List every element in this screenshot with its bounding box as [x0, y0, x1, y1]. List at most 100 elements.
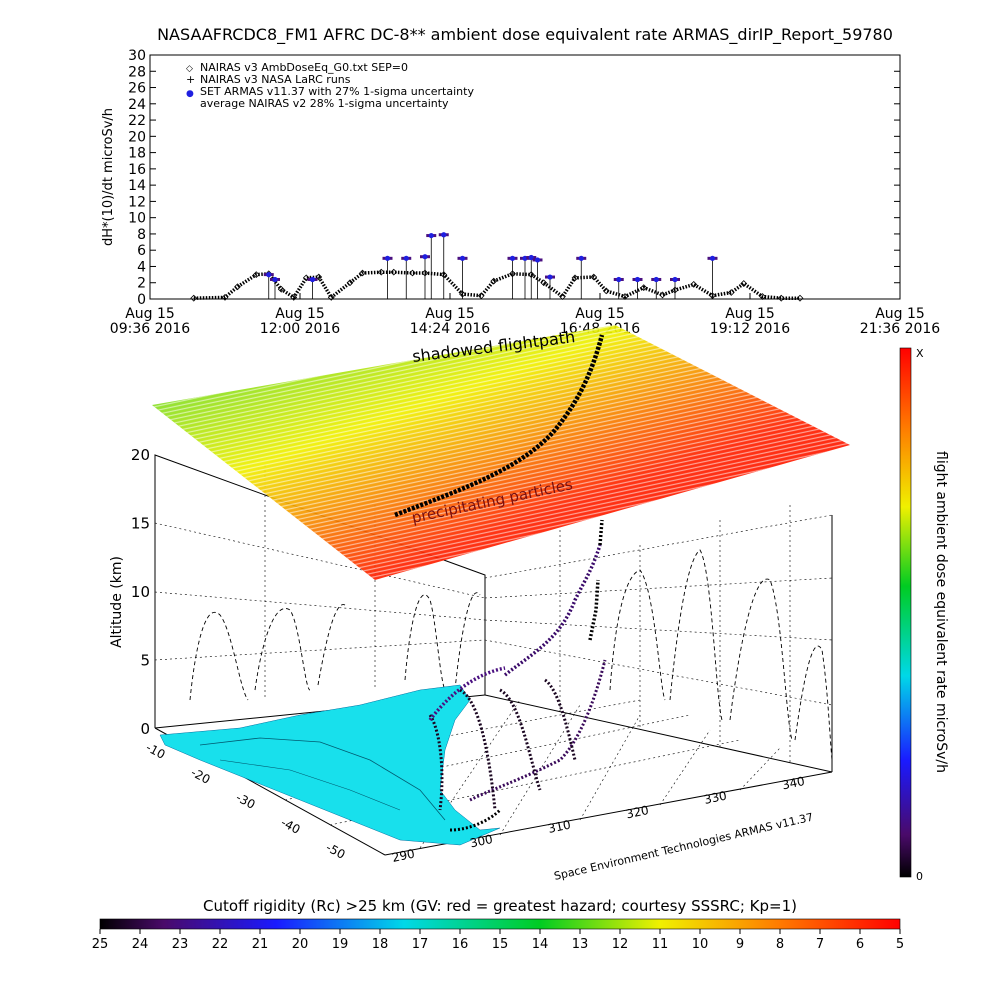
top-legend: ◇ NAIRAS v3 AmbDoseEq_G0.txt SEP=0 + NAI…	[186, 61, 474, 110]
data-point-nairas	[671, 286, 679, 294]
x-tick-label-time: 14:24 2016	[410, 321, 491, 337]
colorbar-tick-label: 6	[856, 937, 864, 952]
longitude-tick-label: 330	[703, 788, 728, 806]
chart-title: NASAAFRCDC8_FM1 AFRC DC-8** ambient dose…	[157, 25, 893, 45]
data-point-armas	[653, 276, 659, 283]
data-point-nairas	[409, 269, 416, 277]
latitude-tick-label: -20	[189, 765, 213, 787]
data-point-nairas	[390, 268, 398, 276]
colorbar-tick-label: 22	[212, 937, 229, 952]
data-point-nairas	[759, 293, 766, 300]
data-point-armas	[578, 255, 584, 261]
data-point-nairas	[359, 269, 366, 277]
legend-symbol-dot: ●	[186, 89, 194, 99]
longitude-tick-label: 340	[781, 774, 806, 792]
data-point-nairas	[440, 271, 448, 278]
data-point-armas	[634, 276, 641, 283]
bottom-colorbar	[99, 918, 901, 930]
legend-symbol-plus: +	[186, 73, 195, 86]
colorbar-tick-label: 13	[572, 937, 589, 952]
y-tick-label: 22	[128, 113, 146, 129]
legend-text-nairas-v2: average NAIRAS v2 28% 1-sigma uncertaint…	[200, 97, 449, 110]
right-colorbar	[899, 347, 912, 878]
data-point-nairas	[640, 284, 648, 292]
latitude-tick-label: -40	[279, 815, 303, 837]
y-tick-label: 24	[128, 97, 146, 113]
data-point-nairas	[377, 268, 385, 276]
colorbar-tick-label: 18	[372, 937, 389, 952]
altitude-axis-label: Altitude (km)	[109, 556, 125, 648]
precipitation-plane-hatch	[152, 325, 850, 580]
colorbar-tick-label: 7	[816, 937, 824, 952]
bottom-colorbar-ticks: 25 24 23 22 21 20 19 18 17 16 15 14 13 12 11 10 9 8 7 6 5	[92, 929, 904, 952]
data-point-nairas	[190, 294, 198, 302]
x-tick-label-time: 12:00 2016	[260, 321, 341, 337]
data-point-nairas	[252, 271, 260, 278]
y-tick-label: 10	[128, 211, 146, 227]
colorbar-tick-label: 16	[452, 937, 469, 952]
data-point-nairas	[290, 293, 298, 301]
x-tick-label-date: Aug 15	[725, 306, 775, 322]
data-point-armas	[403, 255, 409, 261]
data-point-nairas	[477, 292, 485, 300]
data-point-armas	[384, 255, 391, 261]
x-tick-label-date: Aug 15	[575, 306, 625, 322]
y-tick-label: 8	[137, 227, 146, 243]
legend-text-nairas-larc: NAIRAS v3 NASA LaRC runs	[200, 73, 351, 86]
map-coastline	[199, 737, 446, 821]
y-tick-label: 20	[128, 129, 146, 145]
data-point-nairas	[234, 283, 241, 291]
data-point-armas	[509, 255, 516, 261]
x-tick-label-date: Aug 15	[425, 306, 475, 322]
data-point-nairas	[327, 293, 335, 301]
x-tick-label-date: Aug 15	[275, 306, 325, 322]
longitude-tick-label: 290	[391, 846, 416, 864]
flight-path-3d	[428, 519, 604, 722]
y-tick-label: 4	[137, 259, 146, 275]
data-point-nairas	[659, 291, 666, 299]
y-tick-label: 0	[137, 292, 146, 308]
legend-text-armas: SET ARMAS v11.37 with 27% 1-sigma uncert…	[200, 85, 474, 98]
right-colorbar-top-label: X	[916, 347, 924, 360]
data-point-armas	[422, 254, 428, 260]
data-point-armas	[616, 276, 622, 283]
data-point-nairas	[727, 289, 735, 296]
right-colorbar-bottom-label: 0	[916, 870, 923, 883]
colorbar-tick-label: 11	[652, 937, 669, 952]
longitude-tick-label: 320	[625, 803, 650, 821]
data-point-armas	[672, 276, 678, 283]
data-point-armas	[428, 232, 434, 239]
altitude-tick-label: 15	[131, 515, 150, 533]
top-series-layer	[190, 232, 804, 302]
y-tick-label: 2	[137, 276, 146, 292]
data-point-nairas	[509, 270, 516, 278]
x-tick-label-time: 09:36 2016	[110, 321, 191, 337]
data-point-nairas	[490, 277, 498, 285]
y-tick-label: 14	[128, 178, 146, 194]
colorbar-tick-label: 19	[332, 937, 349, 952]
colorbar-tick-label: 15	[492, 937, 509, 952]
altitude-tick-label: 5	[140, 652, 150, 670]
data-point-nairas	[540, 279, 548, 287]
legend-symbol-diamond: ◇	[186, 64, 193, 74]
map-base	[159, 684, 501, 846]
y-tick-label: 30	[128, 48, 146, 64]
colorbar-tick-label: 14	[532, 937, 549, 952]
x-tick-label-time: 21:36 2016	[860, 321, 941, 337]
colorbar-tick-label: 10	[692, 937, 709, 952]
right-colorbar-title: flight ambient dose equivalent rate micr…	[933, 451, 949, 773]
data-point-armas	[709, 255, 716, 261]
altitude-tick-label: 0	[140, 720, 150, 738]
altitude-ticks: 0 5 10 15 20	[131, 446, 150, 738]
map-coastline-2	[219, 759, 401, 811]
colorbar-tick-label: 24	[132, 937, 149, 952]
y-tick-label: 6	[137, 243, 146, 259]
data-point-nairas	[690, 280, 698, 288]
data-point-armas	[534, 257, 541, 263]
panel-3d-gridlines	[154, 465, 833, 849]
colorbar-tick-label: 20	[292, 937, 309, 952]
data-point-nairas	[621, 293, 629, 300]
